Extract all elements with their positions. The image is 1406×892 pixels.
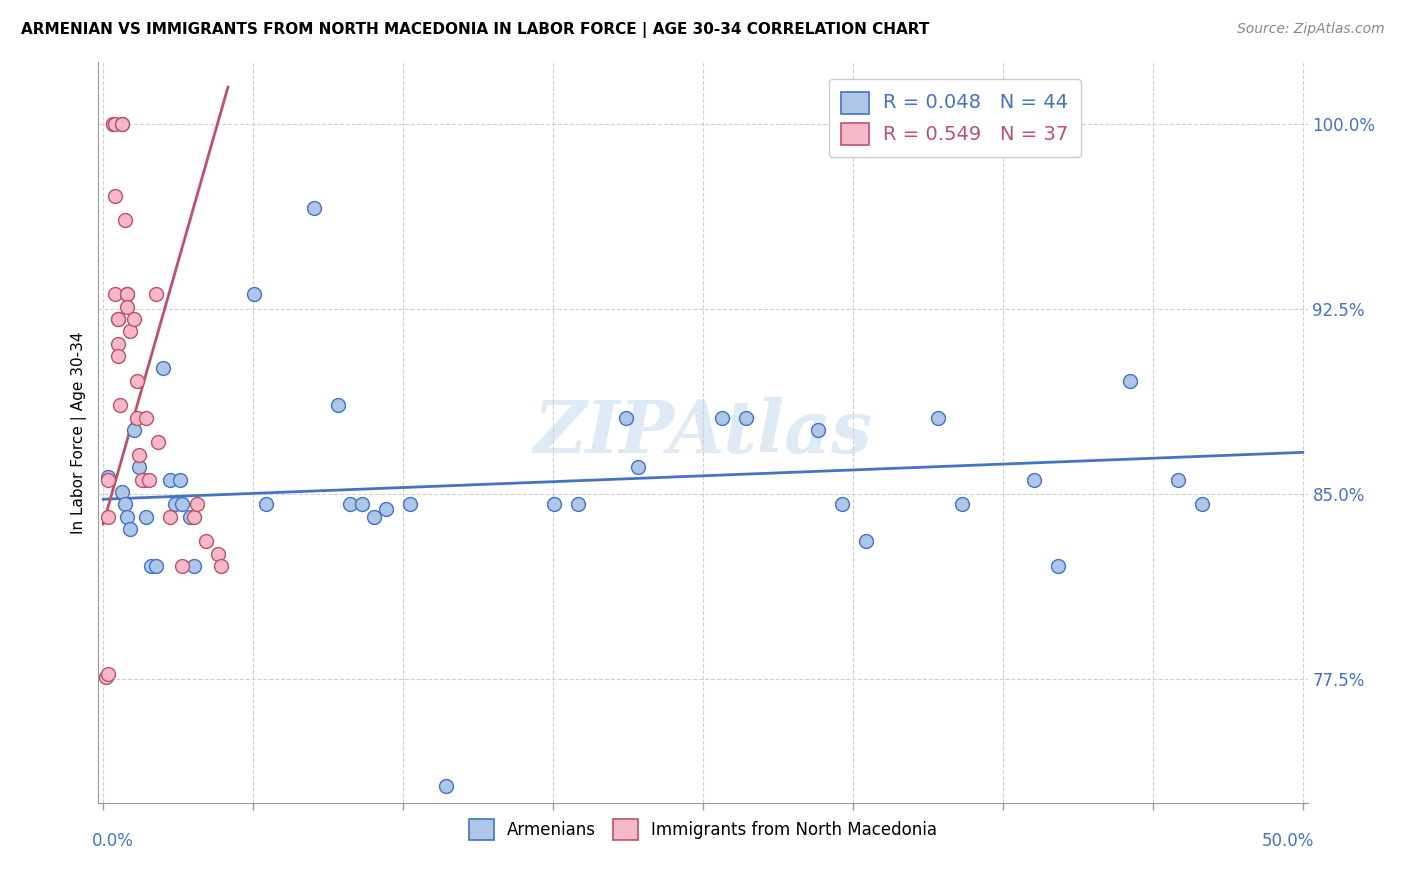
Point	[243, 287, 266, 301]
Point	[1191, 497, 1213, 511]
Point	[94, 670, 117, 684]
Point	[165, 497, 187, 511]
Point	[172, 497, 194, 511]
Point	[111, 484, 134, 499]
Point	[97, 667, 120, 681]
Point	[145, 287, 167, 301]
Point	[1167, 473, 1189, 487]
Point	[101, 117, 124, 131]
Point	[135, 410, 157, 425]
Point	[104, 188, 127, 202]
Text: 0.0%: 0.0%	[93, 832, 134, 850]
Point	[107, 312, 129, 326]
Point	[148, 435, 170, 450]
Point	[927, 410, 949, 425]
Point	[159, 509, 181, 524]
Point	[186, 497, 208, 511]
Point	[111, 117, 134, 131]
Point	[107, 312, 129, 326]
Point	[195, 534, 218, 549]
Point	[183, 509, 205, 524]
Point	[114, 213, 136, 227]
Point	[97, 509, 120, 524]
Point	[104, 287, 127, 301]
Point	[172, 558, 194, 573]
Point	[97, 473, 120, 487]
Point	[179, 509, 201, 524]
Point	[434, 779, 457, 793]
Point	[950, 497, 973, 511]
Point	[118, 325, 141, 339]
Point	[125, 374, 148, 388]
Point	[118, 522, 141, 536]
Point	[183, 558, 205, 573]
Point	[567, 497, 589, 511]
Point	[97, 470, 120, 484]
Text: ZIPAtlas: ZIPAtlas	[534, 397, 872, 468]
Point	[114, 497, 136, 511]
Point	[711, 410, 734, 425]
Point	[115, 509, 138, 524]
Point	[1119, 374, 1142, 388]
Point	[131, 473, 153, 487]
Point	[375, 502, 398, 516]
Point	[855, 534, 877, 549]
Y-axis label: In Labor Force | Age 30-34: In Labor Force | Age 30-34	[72, 331, 87, 534]
Text: ARMENIAN VS IMMIGRANTS FROM NORTH MACEDONIA IN LABOR FORCE | AGE 30-34 CORRELATI: ARMENIAN VS IMMIGRANTS FROM NORTH MACEDO…	[21, 22, 929, 38]
Point	[339, 497, 361, 511]
Point	[104, 117, 127, 131]
Point	[399, 497, 422, 511]
Point	[135, 509, 157, 524]
Point	[735, 410, 758, 425]
Point	[124, 423, 146, 437]
Point	[159, 473, 181, 487]
Point	[115, 287, 138, 301]
Point	[128, 448, 150, 462]
Point	[209, 558, 232, 573]
Point	[207, 547, 229, 561]
Point	[115, 300, 138, 314]
Point	[328, 399, 350, 413]
Point	[111, 117, 134, 131]
Point	[124, 312, 146, 326]
Point	[108, 399, 131, 413]
Point	[152, 361, 174, 376]
Point	[1022, 473, 1045, 487]
Point	[1047, 558, 1070, 573]
Point	[304, 201, 326, 215]
Point	[138, 473, 160, 487]
Point	[141, 558, 163, 573]
Point	[627, 460, 650, 475]
Point	[169, 473, 191, 487]
Point	[107, 349, 129, 363]
Point	[352, 497, 374, 511]
Point	[543, 497, 565, 511]
Point	[107, 336, 129, 351]
Point	[101, 117, 124, 131]
Text: 50.0%: 50.0%	[1261, 832, 1313, 850]
Point	[363, 509, 385, 524]
Point	[807, 423, 830, 437]
Point	[614, 410, 637, 425]
Point	[254, 497, 277, 511]
Point	[132, 473, 155, 487]
Point	[145, 558, 167, 573]
Point	[128, 460, 150, 475]
Text: Source: ZipAtlas.com: Source: ZipAtlas.com	[1237, 22, 1385, 37]
Point	[125, 410, 148, 425]
Point	[831, 497, 853, 511]
Legend: Armenians, Immigrants from North Macedonia: Armenians, Immigrants from North Macedon…	[463, 813, 943, 847]
Point	[115, 287, 138, 301]
